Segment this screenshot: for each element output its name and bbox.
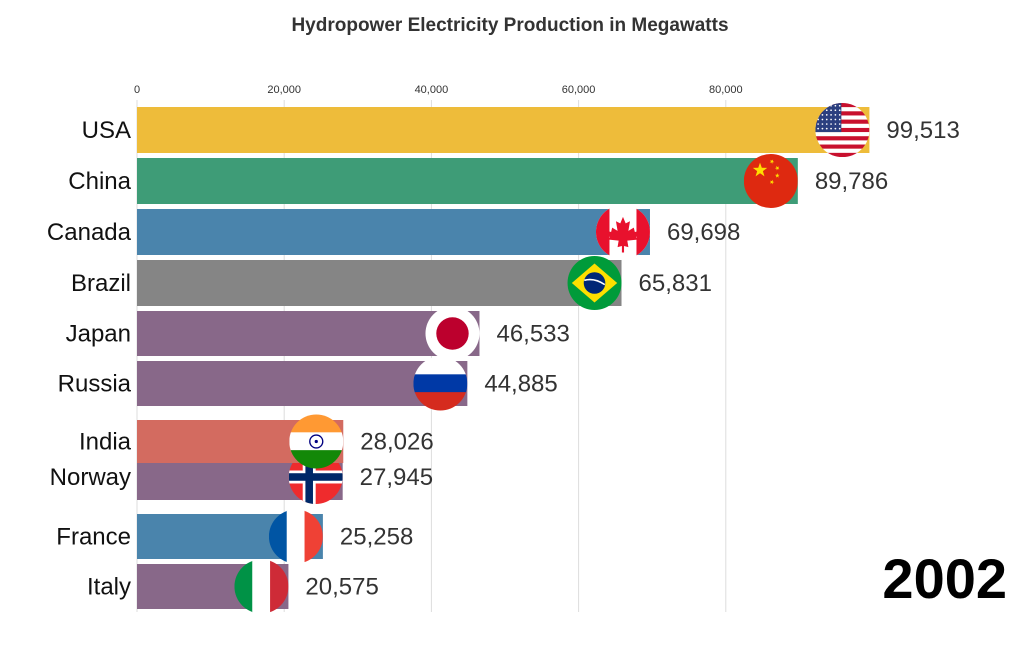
bar-china (137, 158, 798, 204)
bar-group-france: France 25,258 (56, 509, 413, 564)
bar-russia (137, 361, 468, 406)
bar-canada (137, 209, 650, 255)
france-flag-icon (268, 509, 323, 564)
brazil-flag-icon (567, 256, 622, 310)
category-label: China (68, 168, 131, 195)
bar-brazil (137, 260, 622, 306)
x-tick-label: 80,000 (709, 84, 743, 96)
value-label: 44,885 (484, 371, 557, 398)
category-label: Canada (47, 219, 132, 246)
bar-group-brazil: Brazil 65,831 (71, 256, 712, 310)
category-label: Russia (58, 371, 132, 398)
value-label: 46,533 (496, 321, 569, 348)
value-label: 65,831 (639, 270, 712, 297)
usa-flag-icon (815, 103, 870, 157)
category-label: India (79, 429, 132, 456)
value-label: 27,945 (360, 464, 433, 491)
category-label: USA (82, 117, 131, 144)
bar-group-japan: Japan 46,533 (66, 306, 570, 361)
category-label: Norway (50, 464, 131, 491)
bar-group-russia: Russia 44,885 (58, 356, 558, 411)
category-label: Japan (66, 321, 131, 348)
value-label: 20,575 (305, 574, 378, 601)
bar-group-canada: Canada 69,698 (47, 205, 740, 259)
bar-group-india: India 28,026 (79, 414, 434, 469)
bar-usa (137, 107, 870, 153)
value-label: 69,698 (667, 219, 740, 246)
value-label: 99,513 (886, 117, 959, 144)
x-tick-label: 40,000 (415, 84, 449, 96)
canada-flag-icon (595, 205, 650, 259)
category-label: Italy (87, 574, 131, 601)
china-flag-icon (743, 154, 798, 208)
bar-japan (137, 311, 480, 356)
value-label: 25,258 (340, 524, 413, 551)
japan-flag-icon (425, 306, 480, 361)
x-tick-label: 20,000 (267, 84, 301, 96)
russia-flag-icon (413, 356, 468, 411)
x-tick-label: 0 (134, 84, 140, 96)
value-label: 89,786 (815, 168, 888, 195)
category-label: Brazil (71, 270, 131, 297)
italy-flag-icon (234, 559, 289, 614)
value-label: 28,026 (360, 429, 433, 456)
category-label: France (56, 524, 131, 551)
x-tick-label: 60,000 (562, 84, 596, 96)
india-flag-icon (289, 414, 344, 469)
bar-group-usa: USA 99,513 (82, 103, 960, 157)
chart-title: Hydropower Electricity Production in Meg… (291, 15, 728, 36)
bar-group-china: China 89,786 (68, 154, 888, 208)
bar-group-italy: Italy 20,575 (87, 559, 379, 614)
year-label: 2002 (882, 547, 1007, 610)
